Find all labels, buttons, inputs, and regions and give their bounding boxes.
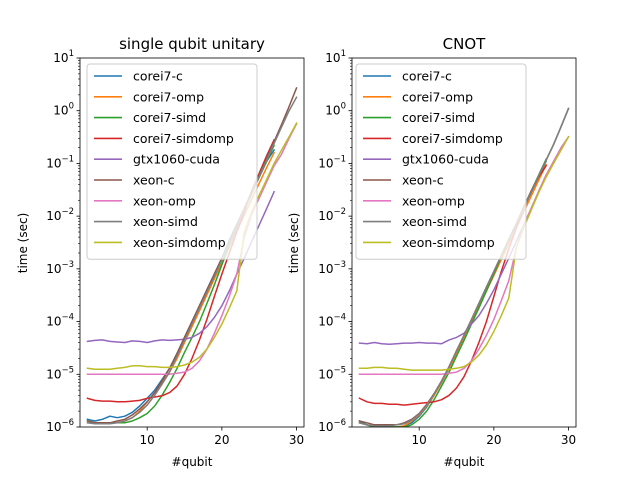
y-axis-label: time (sec) bbox=[287, 213, 301, 274]
legend-entry-label: corei7-simdomp bbox=[133, 131, 234, 146]
chart-title: single qubit unitary bbox=[119, 35, 265, 53]
axes-frame bbox=[79, 57, 305, 428]
x-tick-label: 10 bbox=[412, 433, 427, 447]
x-tick-label: 30 bbox=[561, 433, 576, 447]
series-line-xeon-simd bbox=[86, 96, 298, 425]
y-tick-label: 100 bbox=[53, 102, 74, 118]
subplot-single-qubit-unitary: single qubit unitary 10 20 3010−610−510−41… bbox=[16, 35, 305, 469]
y-tick-label: 10−5 bbox=[318, 365, 346, 381]
subplot-cnot: CNOT 10 20 3010−610−510−410−310−210−110010… bbox=[287, 35, 577, 469]
x-axis-label: #qubit bbox=[172, 455, 213, 469]
legend-entry-label: corei7-simd bbox=[133, 110, 206, 125]
legend-entry-label: xeon-omp bbox=[133, 193, 196, 208]
x-tick-label: 20 bbox=[486, 433, 501, 447]
series-line-xeon-omp bbox=[86, 122, 298, 376]
series-line-xeon-simd bbox=[358, 107, 570, 427]
y-tick-label: 100 bbox=[325, 102, 346, 118]
y-tick-label: 10−5 bbox=[46, 365, 74, 381]
x-tick-label: 30 bbox=[289, 433, 304, 447]
legend-entry-label: gtx1060-cuda bbox=[402, 152, 489, 167]
y-tick-label: 10−3 bbox=[46, 260, 74, 276]
legend-entry-label: xeon-simd bbox=[402, 214, 467, 229]
legend-entry-label: xeon-c bbox=[133, 173, 175, 188]
series-line-xeon-simdomp bbox=[358, 135, 570, 371]
y-tick-label: 101 bbox=[325, 49, 346, 65]
legend-entry-label: corei7-simd bbox=[402, 110, 475, 125]
series-line-xeon-simdomp bbox=[86, 122, 298, 370]
y-tick-label: 101 bbox=[53, 49, 74, 65]
axes-frame bbox=[351, 57, 577, 428]
plot-area: 10 20 30 10−6 10−5 10−4 10−3 10−2 10−1 100 101 core… bbox=[318, 49, 577, 447]
legend-entry-label: xeon-c bbox=[402, 173, 444, 188]
legend-entry-label: xeon-simdomp bbox=[133, 235, 226, 250]
legend-entry-label: corei7-c bbox=[133, 69, 183, 84]
legend-entry-label: xeon-simdomp bbox=[402, 235, 495, 250]
x-tick-label: 20 bbox=[214, 433, 229, 447]
y-tick-label: 10−6 bbox=[46, 418, 74, 434]
x-tick-label: 10 bbox=[140, 433, 155, 447]
legend-entry-label: gtx1060-cuda bbox=[133, 152, 220, 167]
legend-frame bbox=[355, 63, 527, 260]
series-line-gtx1060-cuda bbox=[86, 190, 276, 344]
y-tick-label: 10−2 bbox=[46, 207, 74, 223]
y-tick-label: 10−1 bbox=[318, 154, 346, 170]
y-tick-label: 10−1 bbox=[46, 154, 74, 170]
legend-entry-label: corei7-omp bbox=[402, 89, 473, 104]
legend-entry-label: xeon-simd bbox=[133, 214, 198, 229]
y-tick-label: 10−6 bbox=[318, 418, 346, 434]
chart-title: CNOT bbox=[443, 35, 487, 53]
legend-entry-label: corei7-omp bbox=[133, 89, 204, 104]
y-tick-label: 10−2 bbox=[318, 207, 346, 223]
y-tick-label: 10−4 bbox=[318, 313, 346, 329]
y-tick-label: 10−4 bbox=[46, 313, 74, 329]
y-axis-label: time (sec) bbox=[16, 213, 30, 274]
legend-entry-label: corei7-simdomp bbox=[402, 131, 503, 146]
legend-entry-label: corei7-c bbox=[402, 69, 452, 84]
legend-frame bbox=[86, 63, 258, 260]
x-axis-label: #qubit bbox=[444, 455, 485, 469]
legend: corei7-c corei7-omp corei7-simd corei7-simd… bbox=[86, 63, 258, 260]
plot-area: 10 20 30 10−6 10−5 10−4 10−3 10−2 10−1 100 101 core… bbox=[46, 49, 305, 447]
legend: corei7-c corei7-omp corei7-simd corei7-simd… bbox=[355, 63, 527, 260]
y-tick-label: 10−3 bbox=[318, 260, 346, 276]
legend-entry-label: xeon-omp bbox=[402, 193, 465, 208]
